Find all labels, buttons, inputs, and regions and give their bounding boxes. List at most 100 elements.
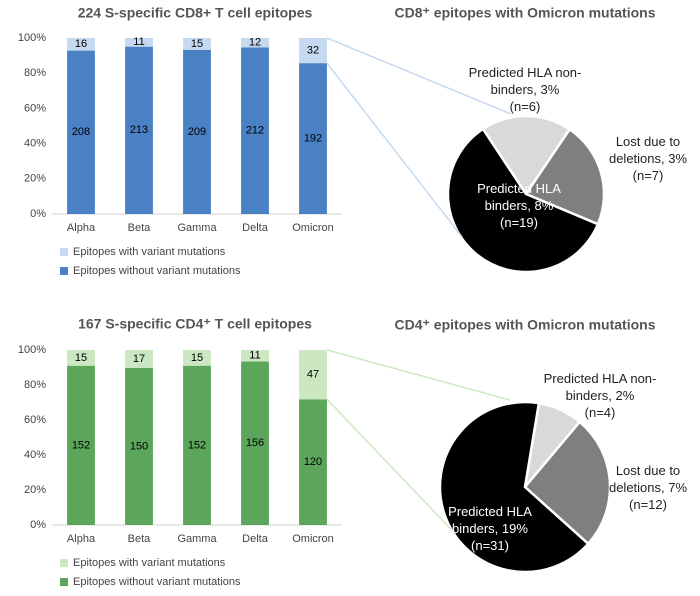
y-tick-label: 60% bbox=[24, 414, 46, 426]
slice-label: Predicted HLA binders, 19% (n=31) bbox=[444, 503, 536, 554]
bar-segment bbox=[125, 46, 153, 215]
slice-count: (n=31) bbox=[471, 538, 509, 553]
slice-name: Predicted HLA binders, 8% bbox=[477, 181, 561, 213]
bar-segment bbox=[125, 38, 153, 47]
x-tick-label: Omicron bbox=[292, 222, 334, 234]
y-tick-label: 60% bbox=[24, 102, 46, 114]
y-tick-label: 20% bbox=[24, 173, 46, 185]
legend-label: Epitopes with variant mutations bbox=[73, 557, 226, 569]
slice-count: (n=7) bbox=[632, 168, 664, 183]
legend-swatch bbox=[60, 578, 68, 586]
bar-segment bbox=[241, 361, 269, 525]
y-tick-label: 100% bbox=[18, 344, 46, 356]
chart-title: CD8⁺ epitopes with Omicron mutations bbox=[395, 5, 656, 21]
data-label: 15 bbox=[75, 352, 87, 364]
pie-slice bbox=[481, 114, 572, 197]
bar-segment bbox=[183, 365, 211, 525]
slice-name: Lost due to deletions, 7% bbox=[608, 463, 688, 495]
y-tick-label: 0% bbox=[30, 208, 46, 220]
data-label: 150 bbox=[130, 440, 148, 452]
slice-label: Predicted HLA binders, 8% (n=19) bbox=[473, 180, 565, 231]
data-label: 120 bbox=[304, 456, 322, 468]
chart-title: CD4⁺ epitopes with Omicron mutations bbox=[395, 317, 656, 333]
x-tick-label: Beta bbox=[128, 533, 152, 545]
bar-segment bbox=[299, 399, 327, 525]
data-label: 152 bbox=[72, 439, 90, 451]
data-label: 16 bbox=[75, 38, 87, 50]
slice-label: Predicted HLA non-binders, 3% (n=6) bbox=[465, 64, 585, 115]
legend-label: Epitopes without variant mutations bbox=[73, 265, 241, 277]
legend-label: Epitopes without variant mutations bbox=[73, 576, 241, 588]
bar-segment bbox=[67, 50, 95, 215]
slice-count: (n=6) bbox=[509, 99, 541, 114]
data-label: 209 bbox=[188, 126, 206, 138]
chart-title: 224 S-specific CD8+ T cell epitopes bbox=[78, 5, 313, 21]
x-tick-label: Delta bbox=[242, 533, 269, 545]
bar-segment bbox=[67, 350, 95, 366]
bar-segment bbox=[299, 350, 327, 400]
bar-segment bbox=[183, 350, 211, 366]
data-label: 208 bbox=[72, 126, 90, 138]
data-label: 12 bbox=[249, 37, 261, 49]
bar-segment bbox=[241, 47, 269, 214]
y-tick-label: 80% bbox=[24, 379, 46, 391]
connector bbox=[326, 62, 463, 238]
legend-swatch bbox=[60, 248, 68, 256]
bar-segment bbox=[241, 38, 269, 48]
slice-name: Lost due to deletions, 3% bbox=[608, 134, 688, 166]
data-label: 11 bbox=[249, 350, 260, 362]
data-label: 213 bbox=[130, 124, 148, 136]
legend-label: Epitopes with variant mutations bbox=[73, 246, 226, 258]
x-tick-label: Gamma bbox=[177, 533, 217, 545]
bar-segment bbox=[125, 367, 153, 525]
slice-label: Lost due to deletions, 7% (n=12) bbox=[603, 462, 693, 513]
data-label: 15 bbox=[191, 352, 203, 364]
data-label: 47 bbox=[307, 369, 319, 381]
connector bbox=[326, 37, 512, 115]
y-tick-label: 100% bbox=[18, 32, 46, 44]
slice-count: (n=4) bbox=[584, 405, 616, 420]
data-label: 15 bbox=[191, 38, 203, 50]
pie-slice bbox=[523, 420, 612, 546]
x-tick-label: Alpha bbox=[67, 533, 96, 545]
x-tick-label: Gamma bbox=[177, 222, 217, 234]
slice-count: (n=12) bbox=[629, 497, 667, 512]
x-tick-label: Delta bbox=[242, 222, 269, 234]
slice-name: Predicted HLA non-binders, 3% bbox=[468, 65, 582, 97]
x-tick-label: Alpha bbox=[67, 222, 96, 234]
y-tick-label: 20% bbox=[24, 484, 46, 496]
x-tick-label: Omicron bbox=[292, 533, 334, 545]
bar-segment bbox=[183, 38, 211, 50]
y-tick-label: 0% bbox=[30, 519, 46, 531]
slice-label: Lost due to deletions, 3% (n=7) bbox=[603, 133, 693, 184]
bar-segment bbox=[299, 38, 327, 64]
y-tick-label: 40% bbox=[24, 449, 46, 461]
data-label: 192 bbox=[304, 132, 322, 144]
legend-swatch bbox=[60, 559, 68, 567]
data-label: 156 bbox=[246, 437, 264, 449]
connector bbox=[326, 398, 456, 535]
bar-segment bbox=[183, 49, 211, 215]
chart-title: 167 S-specific CD4⁺ T cell epitopes bbox=[78, 316, 312, 332]
pie-slice bbox=[438, 400, 590, 574]
pie-slice bbox=[524, 127, 606, 226]
slice-count: (n=19) bbox=[500, 215, 538, 230]
bar-segment bbox=[67, 365, 95, 525]
x-tick-label: Beta bbox=[128, 222, 152, 234]
data-label: 32 bbox=[307, 44, 319, 56]
data-label: 152 bbox=[188, 439, 206, 451]
legend-swatch bbox=[60, 267, 68, 275]
bar-segment bbox=[241, 350, 269, 362]
y-tick-label: 40% bbox=[24, 138, 46, 150]
bar-segment bbox=[67, 38, 95, 51]
pie-slice bbox=[446, 127, 600, 274]
slice-label: Predicted HLA non-binders, 2% (n=4) bbox=[540, 370, 660, 421]
slice-name: Predicted HLA non-binders, 2% bbox=[543, 371, 657, 403]
data-label: 17 bbox=[133, 353, 145, 365]
connector bbox=[326, 349, 511, 401]
slice-name: Predicted HLA binders, 19% bbox=[448, 504, 532, 536]
bar-segment bbox=[125, 350, 153, 368]
bar-segment bbox=[299, 63, 327, 215]
